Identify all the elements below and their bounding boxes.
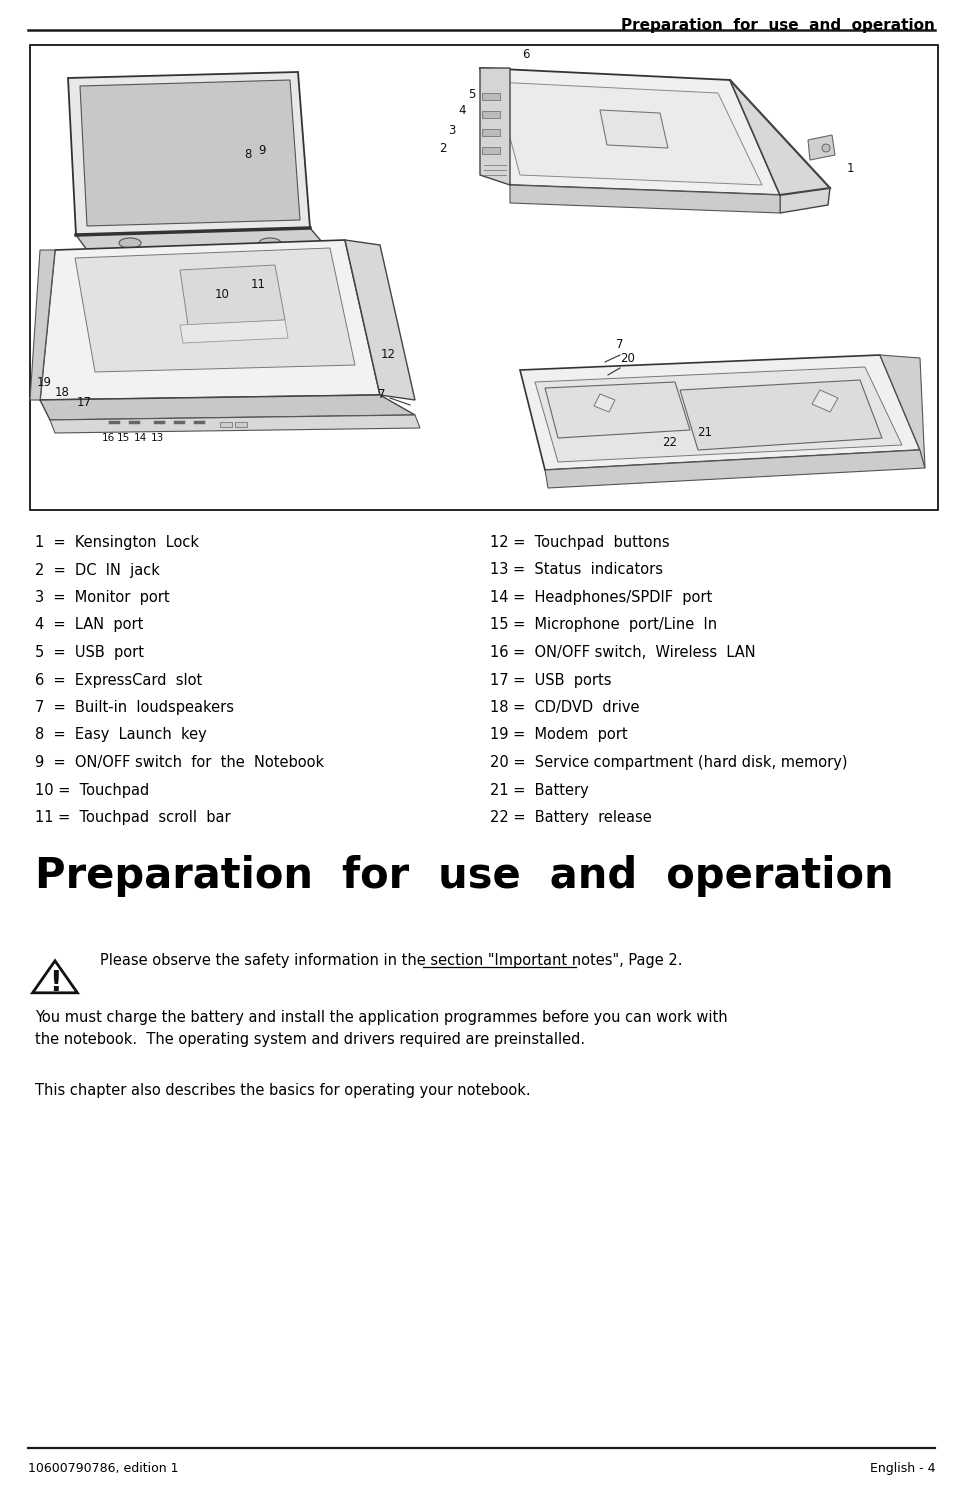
Circle shape: [822, 144, 830, 153]
Polygon shape: [480, 67, 780, 195]
Text: 3  =  Monitor  port: 3 = Monitor port: [35, 590, 170, 605]
Bar: [482, 147, 500, 154]
Bar: [235, 422, 247, 427]
Text: 17: 17: [77, 395, 91, 409]
Polygon shape: [812, 391, 838, 412]
Polygon shape: [545, 382, 690, 439]
Bar: [482, 129, 500, 136]
Text: 7: 7: [616, 338, 624, 352]
Text: 10: 10: [215, 289, 229, 301]
Text: 5  =  USB  port: 5 = USB port: [35, 645, 144, 660]
Polygon shape: [495, 82, 762, 186]
Text: 22 =  Battery  release: 22 = Battery release: [490, 810, 652, 825]
Text: 14 =  Headphones/SPDIF  port: 14 = Headphones/SPDIF port: [490, 590, 712, 605]
Polygon shape: [680, 380, 882, 451]
Text: 20 =  Service compartment (hard disk, memory): 20 = Service compartment (hard disk, mem…: [490, 754, 848, 769]
Bar: [220, 422, 232, 427]
Text: 5: 5: [468, 88, 476, 102]
Text: 20: 20: [620, 352, 636, 364]
Polygon shape: [80, 79, 300, 226]
Text: 18: 18: [55, 386, 69, 398]
Text: Preparation  for  use  and  operation: Preparation for use and operation: [621, 18, 935, 33]
Text: 12: 12: [380, 349, 396, 361]
Text: 18 =  CD/DVD  drive: 18 = CD/DVD drive: [490, 701, 639, 716]
Text: 6: 6: [522, 48, 530, 61]
Text: 7: 7: [378, 389, 386, 401]
Ellipse shape: [119, 238, 141, 249]
Text: Please observe the safety information in the section "Important notes", Page 2.: Please observe the safety information in…: [100, 954, 683, 969]
Text: 2: 2: [440, 142, 446, 154]
Text: 13 =  Status  indicators: 13 = Status indicators: [490, 563, 663, 578]
Ellipse shape: [259, 238, 281, 249]
Text: 1  =  Kensington  Lock: 1 = Kensington Lock: [35, 534, 199, 549]
Text: 21 =  Battery: 21 = Battery: [490, 783, 588, 798]
Text: 14: 14: [133, 433, 147, 443]
Polygon shape: [68, 72, 310, 235]
Text: 2  =  DC  IN  jack: 2 = DC IN jack: [35, 563, 160, 578]
Text: 16: 16: [102, 433, 114, 443]
Polygon shape: [880, 355, 925, 469]
Polygon shape: [76, 228, 322, 250]
Text: 4  =  LAN  port: 4 = LAN port: [35, 617, 143, 633]
Polygon shape: [730, 79, 830, 213]
Polygon shape: [40, 240, 380, 400]
Text: 15 =  Microphone  port/Line  In: 15 = Microphone port/Line In: [490, 617, 717, 633]
Polygon shape: [480, 67, 510, 186]
Text: You must charge the battery and install the application programmes before you ca: You must charge the battery and install …: [35, 1010, 728, 1048]
Text: 10600790786, edition 1: 10600790786, edition 1: [28, 1463, 179, 1475]
Text: 13: 13: [151, 433, 163, 443]
Polygon shape: [535, 367, 902, 463]
Text: 11: 11: [251, 278, 266, 292]
Text: English - 4: English - 4: [870, 1463, 935, 1475]
Polygon shape: [33, 961, 78, 993]
Text: 8  =  Easy  Launch  key: 8 = Easy Launch key: [35, 728, 206, 743]
Text: Preparation  for  use  and  operation: Preparation for use and operation: [35, 855, 894, 897]
Text: 7  =  Built-in  loudspeakers: 7 = Built-in loudspeakers: [35, 701, 234, 716]
Text: 4: 4: [458, 103, 466, 117]
Text: 3: 3: [448, 123, 456, 136]
Text: 19 =  Modem  port: 19 = Modem port: [490, 728, 628, 743]
Polygon shape: [510, 186, 780, 213]
Bar: [30, 45, 938, 510]
Text: 1: 1: [847, 162, 853, 175]
Polygon shape: [50, 415, 420, 433]
Bar: [482, 111, 500, 118]
Text: 11 =  Touchpad  scroll  bar: 11 = Touchpad scroll bar: [35, 810, 230, 825]
Polygon shape: [40, 395, 415, 421]
Text: 6  =  ExpressCard  slot: 6 = ExpressCard slot: [35, 672, 203, 687]
Polygon shape: [520, 355, 920, 470]
Text: 9: 9: [258, 144, 266, 157]
Text: 10 =  Touchpad: 10 = Touchpad: [35, 783, 149, 798]
Text: 12 =  Touchpad  buttons: 12 = Touchpad buttons: [490, 534, 670, 549]
Polygon shape: [594, 394, 615, 412]
Text: 8: 8: [244, 148, 252, 162]
Text: This chapter also describes the basics for operating your notebook.: This chapter also describes the basics f…: [35, 1082, 531, 1097]
Text: 19: 19: [36, 376, 52, 389]
Text: 9  =  ON/OFF switch  for  the  Notebook: 9 = ON/OFF switch for the Notebook: [35, 754, 324, 769]
Polygon shape: [30, 250, 55, 400]
Polygon shape: [600, 109, 668, 148]
Text: 17 =  USB  ports: 17 = USB ports: [490, 672, 612, 687]
Polygon shape: [545, 451, 925, 488]
Polygon shape: [808, 135, 835, 160]
Text: 22: 22: [662, 437, 678, 449]
Text: !: !: [49, 969, 61, 997]
Polygon shape: [180, 320, 288, 343]
Bar: [482, 93, 500, 100]
Polygon shape: [180, 265, 285, 325]
Polygon shape: [345, 240, 415, 400]
Text: 16 =  ON/OFF switch,  Wireless  LAN: 16 = ON/OFF switch, Wireless LAN: [490, 645, 756, 660]
Text: 15: 15: [116, 433, 130, 443]
Polygon shape: [75, 249, 355, 371]
Text: 21: 21: [698, 425, 712, 439]
